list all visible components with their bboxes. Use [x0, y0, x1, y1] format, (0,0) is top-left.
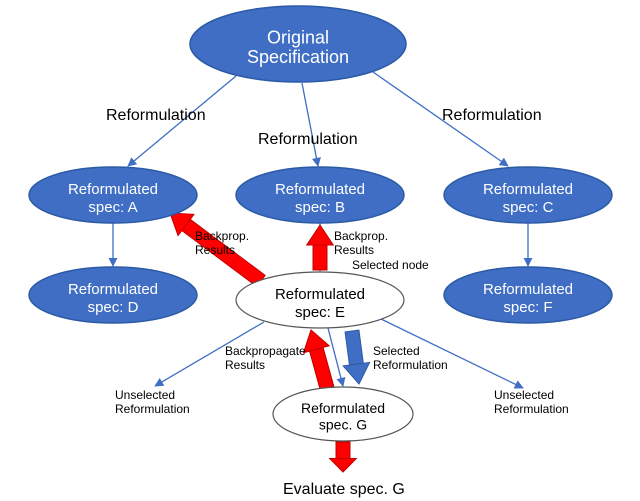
label-bpg2: Results — [225, 358, 265, 372]
node-root-line1: Original — [267, 27, 329, 47]
node-B: Reformulatedspec: B — [236, 167, 404, 223]
label-unselR2: Reformulation — [494, 402, 569, 416]
node-G: Reformulatedspec. G — [273, 387, 413, 441]
node-E-line2: spec: E — [295, 304, 345, 321]
node-D-line2: spec: D — [88, 299, 139, 316]
node-G-line1: Reformulated — [301, 400, 385, 416]
node-B-line2: spec: B — [295, 199, 345, 216]
diagram-canvas: OriginalSpecificationReformulatedspec: A… — [0, 0, 640, 501]
label-seln: Selected node — [352, 258, 429, 272]
arrow-GtoE — [303, 330, 333, 390]
label-reform3: Reformulation — [442, 107, 542, 124]
label-selr2: Reformulation — [373, 358, 448, 372]
edge-1 — [302, 83, 318, 166]
arrow-EtoG_sel — [343, 330, 369, 384]
node-A-line1: Reformulated — [68, 181, 158, 198]
label-backB2: Results — [334, 243, 374, 257]
node-G-line2: spec. G — [319, 416, 367, 432]
label-unselL2: Reformulation — [115, 402, 190, 416]
node-root: OriginalSpecification — [190, 6, 406, 82]
node-C-line2: spec: C — [503, 199, 554, 216]
node-D: Reformulatedspec: D — [29, 267, 197, 323]
node-D-line1: Reformulated — [68, 281, 158, 298]
label-reform1: Reformulation — [106, 107, 206, 124]
arrow-EtoB — [307, 225, 334, 270]
label-reform2: Reformulation — [258, 131, 358, 148]
node-F: Reformulatedspec: F — [444, 267, 612, 323]
node-B-line1: Reformulated — [275, 181, 365, 198]
label-selr1: Selected — [373, 344, 420, 358]
node-F-line2: spec: F — [503, 299, 552, 316]
label-bpg1: Backpropagate — [225, 344, 306, 358]
node-C: Reformulatedspec: C — [444, 167, 612, 223]
node-E-line1: Reformulated — [275, 286, 365, 303]
node-F-line1: Reformulated — [483, 281, 573, 298]
label-backA2: Results — [195, 243, 235, 257]
label-eval: Evaluate spec. G — [283, 481, 405, 498]
label-backB1: Backprop. — [334, 229, 388, 243]
node-C-line1: Reformulated — [483, 181, 573, 198]
node-A: Reformulatedspec: A — [29, 167, 197, 223]
label-backA1: Backprop. — [195, 229, 249, 243]
arrow-Gdown — [330, 442, 357, 472]
node-root-line2: Specification — [247, 47, 349, 67]
node-E: Reformulatedspec: E — [236, 272, 404, 328]
label-unselL1: Unselected — [115, 388, 175, 402]
node-A-line2: spec: A — [88, 199, 137, 216]
label-unselR1: Unselected — [494, 388, 554, 402]
